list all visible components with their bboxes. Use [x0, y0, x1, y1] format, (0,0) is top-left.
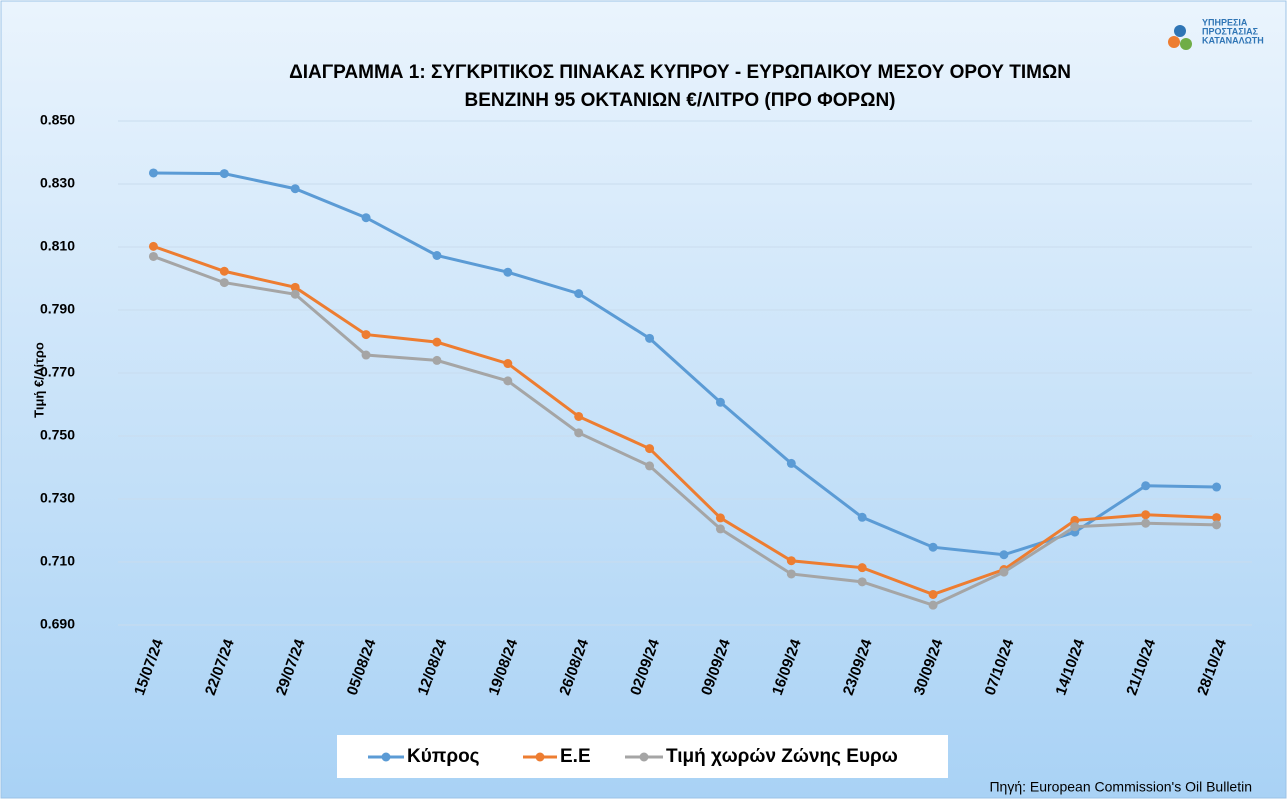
marker — [1141, 481, 1151, 491]
y-tick-label: 0.690 — [40, 616, 75, 632]
y-axis-label: Τιμή €/Λίτρο — [31, 342, 46, 418]
marker — [432, 355, 442, 365]
marker — [503, 267, 513, 277]
marker — [503, 376, 513, 386]
y-tick-label: 0.770 — [40, 364, 75, 380]
marker — [715, 397, 725, 407]
marker — [361, 350, 371, 360]
marker — [148, 251, 158, 261]
chart-subtitle: ΒΕΝΖΙΝΗ 95 ΟΚΤΑΝΙΩΝ €/ΛΙΤΡΟ (ΠΡΟ ΦΟΡΩΝ) — [464, 90, 895, 111]
logo: ΥΠΗΡΕΣΙΑ ΠΡΟΣΤΑΣΙΑΣ ΚΑΤΑΝΑΛΩΤΗ — [1168, 17, 1264, 50]
legend-marker — [535, 752, 545, 762]
marker — [928, 600, 938, 610]
marker — [1212, 520, 1222, 530]
marker — [928, 542, 938, 552]
y-tick-label: 0.850 — [40, 112, 75, 128]
marker — [645, 444, 655, 454]
series-line — [152, 255, 1217, 607]
marker — [1212, 513, 1222, 523]
marker — [574, 411, 584, 421]
marker — [290, 184, 300, 194]
marker — [148, 241, 158, 251]
chart-title: ΔΙΑΓΡΑΜΜΑ 1: ΣΥΓΚΡΙΤΙΚΟΣ ΠΙΝΑΚΑΣ ΚΥΠΡΟΥ … — [289, 62, 1071, 83]
y-tick-label: 0.810 — [40, 238, 75, 254]
marker — [715, 513, 725, 523]
series-line — [152, 244, 1217, 597]
y-tick-label: 0.790 — [40, 301, 75, 317]
marker — [999, 567, 1009, 577]
legend-marker — [639, 752, 649, 762]
legend-label: Τιμή χωρών Ζώνης Ευρω — [666, 746, 898, 767]
logo-icon — [1168, 36, 1180, 48]
y-tick-label: 0.830 — [40, 175, 75, 191]
marker — [432, 251, 442, 261]
logo-icon — [1180, 38, 1192, 50]
marker — [148, 168, 158, 178]
y-tick-label: 0.710 — [40, 553, 75, 569]
y-tick-label: 0.730 — [40, 490, 75, 506]
marker — [361, 330, 371, 340]
y-tick-label: 0.750 — [40, 427, 75, 443]
marker — [1141, 510, 1151, 520]
marker — [290, 282, 300, 292]
marker — [219, 266, 229, 276]
legend-label: Ε.Ε — [560, 746, 591, 767]
marker — [432, 337, 442, 347]
marker — [786, 556, 796, 566]
marker — [290, 289, 300, 299]
logo-text: ΥΠΗΡΕΣΙΑ — [1202, 17, 1248, 27]
legend-label: Κύπρος — [407, 746, 480, 767]
marker — [786, 458, 796, 468]
marker — [219, 278, 229, 288]
marker — [574, 289, 584, 299]
marker — [361, 213, 371, 223]
marker — [1141, 518, 1151, 528]
marker — [857, 512, 867, 522]
marker — [857, 577, 867, 587]
marker — [219, 169, 229, 179]
marker — [645, 333, 655, 343]
marker — [786, 569, 796, 579]
logo-text: ΠΡΟΣΤΑΣΙΑΣ — [1202, 26, 1259, 36]
marker — [715, 524, 725, 534]
logo-icon — [1174, 25, 1186, 37]
marker — [503, 359, 513, 369]
legend-marker — [381, 752, 391, 762]
source: Πηγή: European Commission's Oil Bulletin — [989, 779, 1252, 795]
marker — [857, 563, 867, 573]
marker — [999, 550, 1009, 560]
logo-text: ΚΑΤΑΝΑΛΩΤΗ — [1202, 35, 1264, 45]
marker — [1212, 482, 1222, 492]
marker — [1070, 515, 1080, 525]
marker — [928, 589, 938, 599]
marker — [645, 461, 655, 471]
marker — [574, 428, 584, 438]
marker — [1070, 522, 1080, 532]
